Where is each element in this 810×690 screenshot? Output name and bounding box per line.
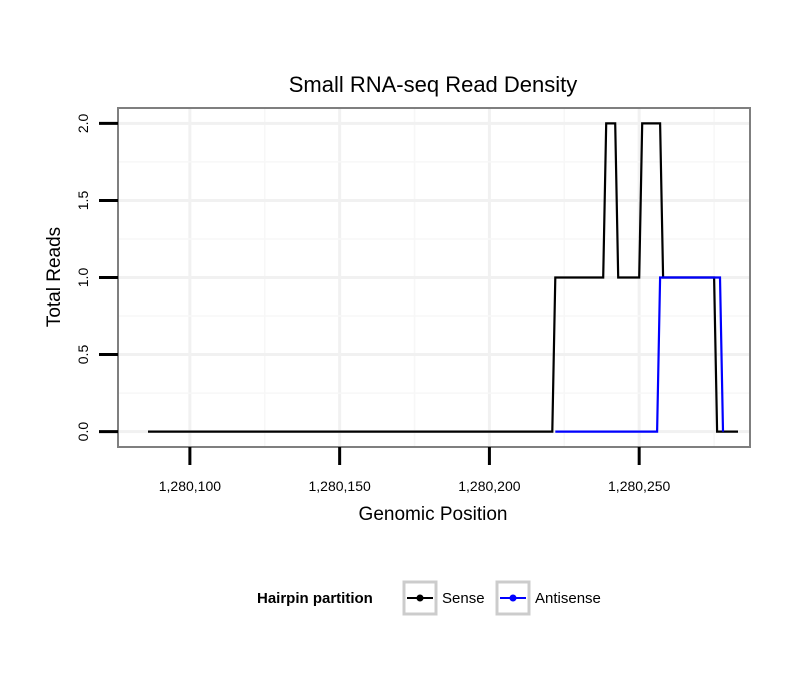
x-tick-label: 1,280,200 [458,478,520,494]
legend-item-sense: Sense [402,580,485,616]
legend-items: Sense Antisense [402,580,601,616]
x-tick-label: 1,280,150 [309,478,371,494]
x-axis: 1,280,100 1,280,150 1,280,200 1,280,250 [159,447,671,494]
x-tick-label: 1,280,250 [608,478,670,494]
legend-label: Sense [442,590,485,607]
legend-title: Hairpin partition [257,590,373,607]
y-tick-label: 0.5 [75,345,91,365]
y-tick-label: 2.0 [75,113,91,133]
y-tick-label: 1.0 [75,268,91,288]
legend-label: Antisense [535,590,601,607]
x-axis-title: Genomic Position [359,504,508,525]
legend-item-antisense: Antisense [495,580,601,616]
series-layer [148,122,738,433]
grid [118,108,750,447]
legend: Hairpin partition Sense Antisense [257,580,601,616]
x-tick-label: 1,280,100 [159,478,221,494]
y-tick-label: 1.5 [75,191,91,211]
legend-key-dot [509,594,517,602]
series-line-antisense [555,276,725,433]
y-tick-label: 0.0 [75,422,91,442]
legend-key-dot [416,594,424,602]
chart-title: Small RNA-seq Read Density [289,72,578,97]
y-axis: 0.0 0.5 1.0 1.5 2.0 [75,113,118,441]
y-axis-title: Total Reads [44,227,65,327]
